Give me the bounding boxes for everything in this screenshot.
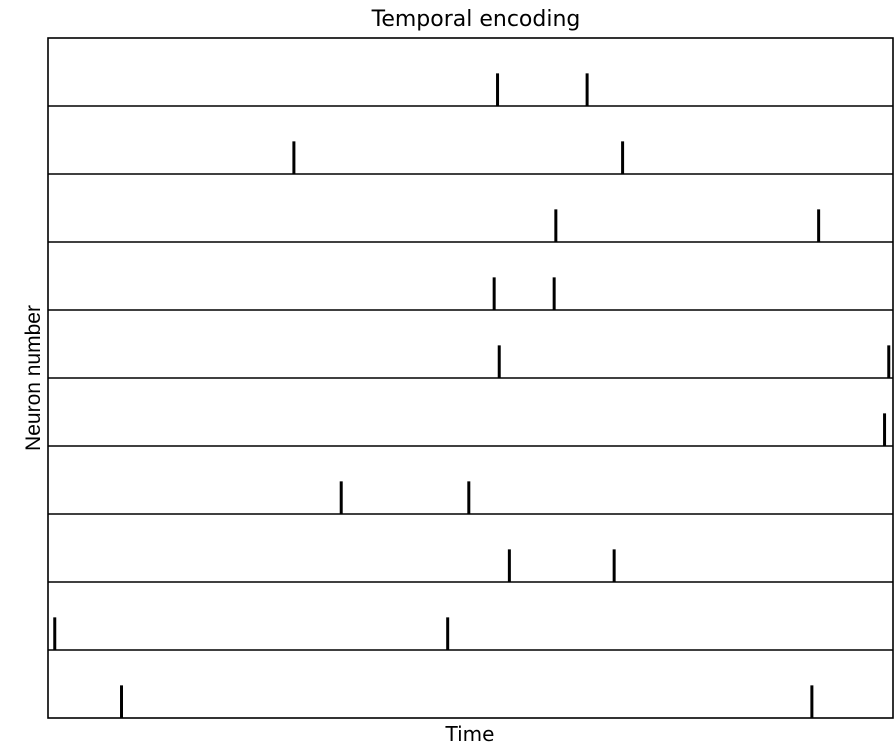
y-axis-label: Neuron number bbox=[22, 305, 45, 451]
plot-frame bbox=[47, 37, 894, 719]
spike-marks bbox=[53, 73, 891, 718]
chart-title: Temporal encoding bbox=[371, 7, 581, 32]
x-axis-label: Time bbox=[445, 722, 495, 744]
neuron-rows bbox=[48, 105, 893, 651]
